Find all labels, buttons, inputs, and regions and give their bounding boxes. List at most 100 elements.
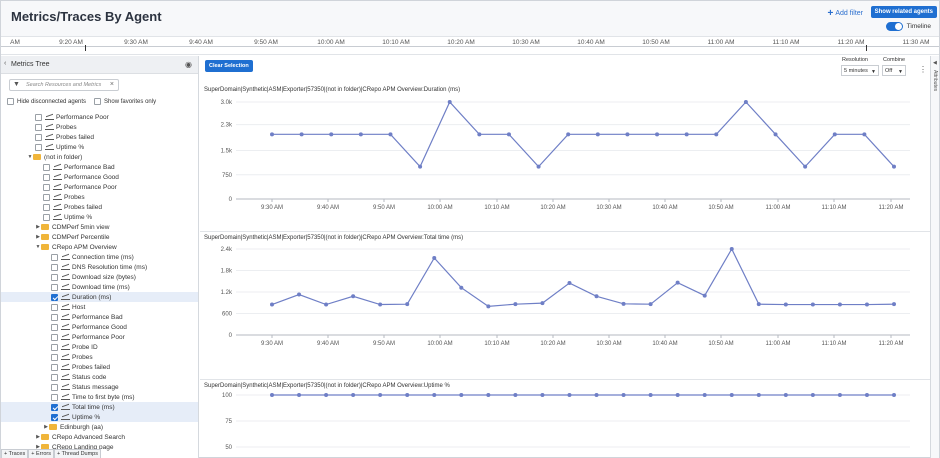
add-filter-link[interactable]: + Add filter xyxy=(828,8,863,19)
data-point[interactable] xyxy=(540,393,545,397)
data-point[interactable] xyxy=(388,132,393,137)
tree-metric[interactable]: Performance Poor xyxy=(1,112,198,122)
data-point[interactable] xyxy=(648,393,653,397)
tree-checkbox[interactable] xyxy=(35,123,42,131)
tree-checkbox[interactable] xyxy=(51,383,58,391)
bottom-tab[interactable]: + Thread Dumps xyxy=(53,449,101,458)
data-point[interactable] xyxy=(405,302,410,307)
data-point[interactable] xyxy=(536,164,541,169)
tree-metric[interactable]: Performance Poor xyxy=(1,332,198,342)
tree-checkbox[interactable] xyxy=(51,333,58,341)
tree-checkbox[interactable] xyxy=(51,273,58,281)
tree-checkbox[interactable] xyxy=(51,343,58,351)
data-point[interactable] xyxy=(324,302,329,307)
data-point[interactable] xyxy=(447,100,452,104)
tree-metric[interactable]: Connection time (ms) xyxy=(1,252,198,262)
data-point[interactable] xyxy=(486,393,491,397)
line-chart[interactable]: 0 750 1.5k 2.3k 3.0k 9:30 AM 9:40 AM 9:50 AM 10:… xyxy=(200,94,930,214)
timeline-bar[interactable]: AM 9:20 AM 9:30 AM 9:40 AM 9:50 AM 10:00 AM 10… xyxy=(1,37,939,55)
tree-checkbox[interactable] xyxy=(43,203,50,211)
search-input[interactable]: ▼ Search Resources and Metrics × xyxy=(9,79,119,91)
data-point[interactable] xyxy=(702,293,707,298)
data-point[interactable] xyxy=(432,255,437,260)
data-point[interactable] xyxy=(378,393,383,397)
data-point[interactable] xyxy=(270,302,274,307)
tree-metric[interactable]: Time to first byte (ms) xyxy=(1,392,198,402)
tree-folder[interactable]: ▶ CRepo Landing page xyxy=(1,442,198,452)
data-point[interactable] xyxy=(595,132,600,137)
data-point[interactable] xyxy=(702,393,707,397)
tree-checkbox[interactable] xyxy=(35,133,42,141)
tree-metric[interactable]: Performance Good xyxy=(1,172,198,182)
caret-down-icon[interactable]: ▼ xyxy=(27,154,33,160)
data-point[interactable] xyxy=(832,132,837,137)
timeline-range-start-handle[interactable] xyxy=(85,45,86,51)
data-point[interactable] xyxy=(864,302,869,307)
tree-checkbox[interactable] xyxy=(43,193,50,201)
data-point[interactable] xyxy=(477,132,482,137)
data-point[interactable] xyxy=(810,302,815,307)
data-point[interactable] xyxy=(756,302,761,307)
chevron-left-icon[interactable]: ◀ xyxy=(933,60,937,66)
data-point[interactable] xyxy=(743,100,748,104)
data-point[interactable] xyxy=(756,393,761,397)
combine-select[interactable]: Off ▼ xyxy=(882,65,906,76)
data-point[interactable] xyxy=(459,285,464,290)
data-point[interactable] xyxy=(540,301,545,306)
data-point[interactable] xyxy=(837,393,842,397)
caret-right-icon[interactable]: ▶ xyxy=(44,424,48,430)
caret-right-icon[interactable]: ▶ xyxy=(36,434,40,440)
chevron-left-icon[interactable]: ‹ xyxy=(4,60,7,67)
caret-right-icon[interactable]: ▶ xyxy=(36,444,40,450)
tree-metric[interactable]: Probes failed xyxy=(1,132,198,142)
data-point[interactable] xyxy=(810,393,815,397)
line-chart[interactable]: 50 75 100 xyxy=(200,389,930,458)
data-point[interactable] xyxy=(625,132,630,137)
tree-checkbox[interactable] xyxy=(51,263,58,271)
data-point[interactable] xyxy=(837,302,842,307)
show-related-agents-button[interactable]: Show related agents xyxy=(870,6,937,18)
tree-checkbox[interactable] xyxy=(51,363,58,371)
tree-checkbox[interactable] xyxy=(51,413,58,421)
data-point[interactable] xyxy=(773,132,778,137)
tree-folder[interactable]: ▶ CDMPerf Percentile xyxy=(1,232,198,242)
tree-folder[interactable]: ▶ CRepo Advanced Search xyxy=(1,432,198,442)
tree-metric[interactable]: Status message xyxy=(1,382,198,392)
tree-metric[interactable]: Probes xyxy=(1,192,198,202)
data-point[interactable] xyxy=(783,393,788,397)
bottom-tab[interactable]: + Errors xyxy=(28,449,54,458)
data-point[interactable] xyxy=(729,393,734,397)
data-point[interactable] xyxy=(270,132,274,137)
data-point[interactable] xyxy=(297,292,302,297)
data-point[interactable] xyxy=(270,393,274,397)
data-point[interactable] xyxy=(621,393,626,397)
tree-metric[interactable]: Performance Bad xyxy=(1,162,198,172)
tree-metric[interactable]: Probe ID xyxy=(1,342,198,352)
data-point[interactable] xyxy=(459,393,464,397)
data-point[interactable] xyxy=(567,393,572,397)
tree-metric[interactable]: Probes xyxy=(1,352,198,362)
data-point[interactable] xyxy=(513,302,518,307)
tree-checkbox[interactable] xyxy=(51,293,58,301)
data-point[interactable] xyxy=(892,302,896,307)
tree-checkbox[interactable] xyxy=(43,213,50,221)
data-point[interactable] xyxy=(324,393,329,397)
tree-metric[interactable]: Duration (ms) xyxy=(1,292,198,302)
tree-checkbox[interactable] xyxy=(51,303,58,311)
data-point[interactable] xyxy=(513,393,518,397)
timeline-toggle[interactable] xyxy=(886,22,903,31)
tree-metric[interactable]: Probes failed xyxy=(1,362,198,372)
clear-search-icon[interactable]: × xyxy=(109,81,114,88)
data-point[interactable] xyxy=(684,132,689,137)
timeline-range-end-handle[interactable] xyxy=(866,45,867,51)
data-point[interactable] xyxy=(803,164,808,169)
data-point[interactable] xyxy=(862,132,867,137)
data-point[interactable] xyxy=(655,132,660,137)
data-point[interactable] xyxy=(378,302,383,307)
tree-checkbox[interactable] xyxy=(43,163,50,171)
data-point[interactable] xyxy=(594,294,599,299)
tree-metric[interactable]: Status code xyxy=(1,372,198,382)
checkbox-box[interactable] xyxy=(7,98,14,105)
data-point[interactable] xyxy=(351,294,356,299)
data-point[interactable] xyxy=(418,164,423,169)
